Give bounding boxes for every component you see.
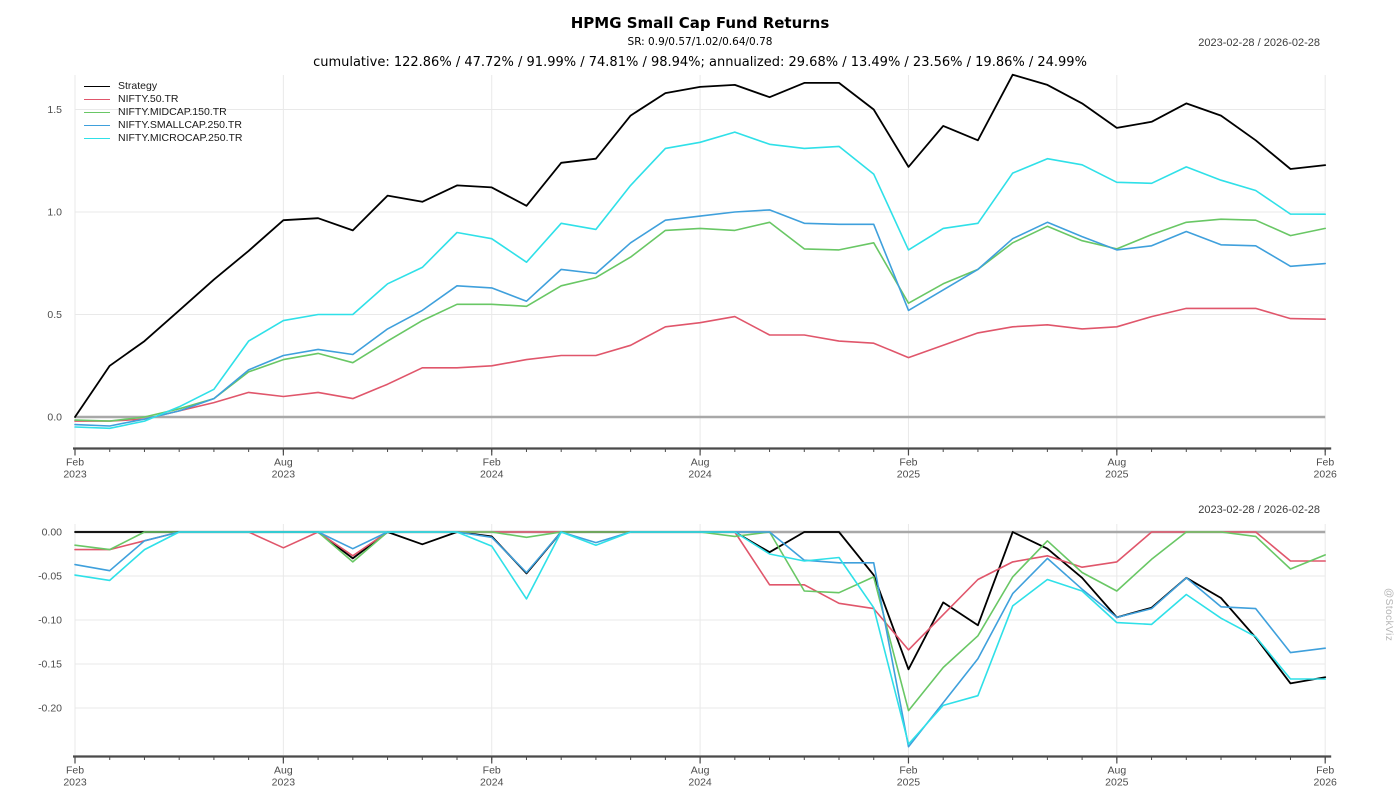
x-axis-tick-month: Aug [274,457,293,469]
y-axis-tick-label: -0.20 [38,703,62,715]
cumulative-returns-chart: 0.00.51.01.5Feb2023Aug2023Feb2024Aug2024… [47,73,1338,481]
x-axis-tick-month: Feb [66,457,84,469]
x-axis-tick-month: Feb [483,457,501,469]
series-line-strategy [74,73,1327,418]
stockviz-watermark: @StockViz [1383,588,1394,642]
x-axis-tick-year: 2023 [63,469,87,481]
legend-item: NIFTY.50.TR [84,93,242,106]
series-line-nifty-microcap-250-tr [74,531,1326,745]
vertical-gridlines [74,524,1326,755]
y-axis-tick-label: -0.15 [38,659,62,671]
legend-label: NIFTY.50.TR [118,93,179,105]
x-axis-tick-year: 2023 [272,469,296,481]
legend-line-swatch [84,138,110,139]
x-axis-tick-month: Feb [1316,765,1334,777]
x-axis-tick-year: 2024 [480,777,504,789]
x-axis-tick-year: 2023 [63,777,87,789]
series-line-nifty-midcap-150-tr [74,218,1326,422]
x-axis-tick-month: Feb [483,765,501,777]
series-line-nifty-50-tr [74,307,1326,422]
x-axis-tick-year: 2025 [897,469,921,481]
x-axis-tick-month: Feb [899,765,917,777]
x-axis: Feb2023Aug2023Feb2024Aug2024Feb2025Aug20… [63,447,1338,481]
series-legend: Strategy NIFTY.50.TR NIFTY.MIDCAP.150.TR NI… [84,80,242,145]
x-axis: Feb2023Aug2023Feb2024Aug2024Feb2025Aug20… [63,755,1338,789]
page-title: HPMG Small Cap Fund Returns [570,14,830,32]
x-axis-tick-month: Feb [66,765,84,777]
legend-item: NIFTY.MICROCAP.250.TR [84,132,242,145]
x-axis-tick-year: 2024 [688,777,712,789]
series-line-nifty-smallcap-250-tr [74,209,1326,427]
date-range-label-bottom: 2023-02-28 / 2026-02-28 [1198,504,1320,516]
date-range-label-top: 2023-02-28 / 2026-02-28 [1198,37,1320,49]
x-axis-tick-month: Aug [1107,457,1126,469]
x-axis-tick-year: 2026 [1314,469,1338,481]
drawdown-chart: 0.00-0.05-0.10-0.15-0.20Feb2023Aug2023Fe… [38,524,1337,789]
y-axis-tick-label: 0.00 [42,527,63,539]
x-axis-tick-year: 2026 [1314,777,1338,789]
x-axis-tick-year: 2025 [1105,469,1129,481]
sharpe-ratio-subtitle: SR: 0.9/0.57/1.02/0.64/0.78 [627,36,773,48]
legend-item: Strategy [84,80,242,93]
y-axis-tick-label: -0.05 [38,571,62,583]
vertical-gridlines [74,75,1326,447]
y-axis-tick-label: 0.5 [47,309,62,321]
legend-line-swatch [84,125,110,126]
x-axis-tick-month: Feb [899,457,917,469]
returns-stats-line: cumulative: 122.86% / 47.72% / 91.99% / … [313,55,1087,70]
legend-item: NIFTY.SMALLCAP.250.TR [84,119,242,132]
x-axis-tick-month: Aug [1107,765,1126,777]
x-axis-tick-month: Aug [691,765,710,777]
y-axis-tick-label: 1.0 [47,207,62,219]
x-axis-tick-month: Aug [691,457,710,469]
legend-line-swatch [84,99,110,100]
legend-item: NIFTY.MIDCAP.150.TR [84,106,242,119]
x-axis-tick-year: 2023 [272,777,296,789]
horizontal-gridlines: 0.0 0.5 1.0 1.5 [47,104,1326,424]
x-axis-tick-year: 2025 [1105,777,1129,789]
legend-line-swatch [84,112,110,113]
x-axis-tick-year: 2024 [688,469,712,481]
legend-label: NIFTY.MICROCAP.250.TR [118,132,243,144]
x-axis-tick-year: 2024 [480,469,504,481]
horizontal-gridlines: 0.00 -0.05 -0.10 -0.15 -0.20 [38,527,1326,715]
series-lines [74,73,1327,430]
legend-label: Strategy [118,80,158,92]
x-axis-tick-year: 2025 [897,777,921,789]
legend-label: NIFTY.SMALLCAP.250.TR [118,119,242,131]
legend-line-swatch [84,86,110,87]
x-axis-tick-month: Aug [274,765,293,777]
x-axis-tick-month: Feb [1316,457,1334,469]
y-axis-tick-label: 0.0 [47,412,62,424]
y-axis-tick-label: -0.10 [38,615,62,627]
series-line-nifty-microcap-250-tr [74,131,1326,430]
legend-label: NIFTY.MIDCAP.150.TR [118,106,227,118]
series-lines [74,531,1327,748]
y-axis-tick-label: 1.5 [47,104,62,116]
